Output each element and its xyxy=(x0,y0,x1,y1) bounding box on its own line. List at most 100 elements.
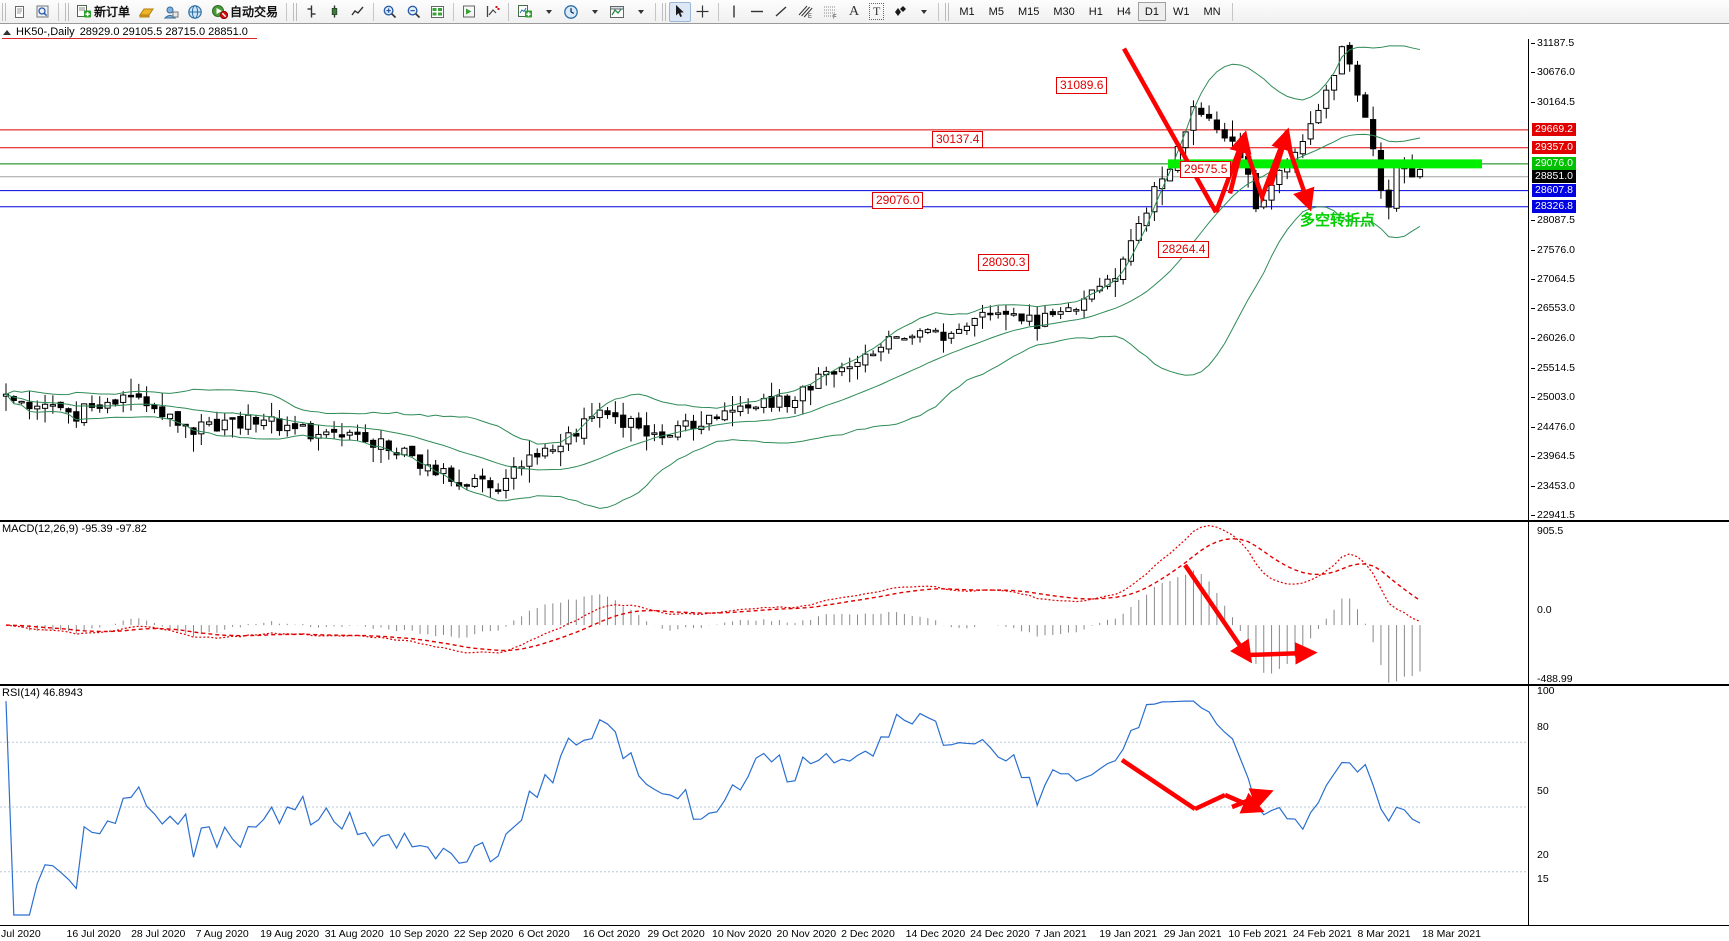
fibonacci-tool-icon[interactable]: F xyxy=(818,2,843,22)
globe-icon[interactable] xyxy=(183,2,207,22)
cursor-tool-icon[interactable] xyxy=(669,1,692,22)
toolbar-grip-3[interactable] xyxy=(293,2,298,21)
rsi-pane[interactable] xyxy=(0,687,1529,925)
timeframe-m30[interactable]: M30 xyxy=(1053,6,1075,18)
indicator-dropdown-arrow[interactable] xyxy=(537,2,559,22)
date-tick-22: 18 Mar 2021 xyxy=(1422,928,1481,940)
toolbar-divider-5 xyxy=(508,2,510,21)
macd-pane[interactable] xyxy=(0,523,1529,683)
timeframe-w1[interactable]: W1 xyxy=(1172,6,1190,18)
price-badge-29076-0[interactable]: 29076.0 xyxy=(1532,157,1576,171)
date-tick-7: 22 Sep 2020 xyxy=(453,928,514,940)
date-tick-8: 6 Oct 2020 xyxy=(518,928,570,940)
price-pane[interactable] xyxy=(0,39,1529,519)
date-tick-0: Jul 2020 xyxy=(1,928,41,940)
pane-divider-rsi xyxy=(0,684,1729,686)
price-badge-29669-2[interactable]: 29669.2 xyxy=(1532,123,1576,137)
tick-dash xyxy=(1531,72,1535,74)
timeframe-h4[interactable]: H4 xyxy=(1116,6,1131,18)
price-badge-28607-8[interactable]: 28607.8 xyxy=(1532,184,1576,198)
zoom-out-icon[interactable] xyxy=(402,2,426,22)
document-icon[interactable] xyxy=(9,2,31,22)
toolbar-divider-3 xyxy=(373,2,375,21)
price-badge-28851-0[interactable]: 28851.0 xyxy=(1532,170,1576,184)
price-tick-30676-0: 30676.0 xyxy=(1531,66,1575,78)
toolbar-divider-6 xyxy=(655,2,657,21)
autotrading-button[interactable]: 自动交易 xyxy=(207,2,282,22)
text-tool-icon[interactable]: A xyxy=(843,2,865,22)
timeframe-mn[interactable]: MN xyxy=(1203,6,1221,18)
profile-icon[interactable] xyxy=(159,2,183,22)
shift-chart-icon[interactable] xyxy=(458,2,481,22)
period-clock-icon[interactable] xyxy=(559,2,583,22)
date-tick-13: 2 Dec 2020 xyxy=(841,928,895,940)
date-tick-17: 19 Jan 2021 xyxy=(1099,928,1158,940)
vertical-line-tool-icon[interactable] xyxy=(723,2,745,22)
search-symbol-icon[interactable] xyxy=(31,2,54,22)
timeframe-d1[interactable]: D1 xyxy=(1137,2,1166,21)
candlestick-chart-icon[interactable] xyxy=(323,2,346,22)
toolbar-grip[interactable] xyxy=(2,2,6,21)
toolbar-grip-4[interactable] xyxy=(662,2,667,21)
gold-bar-icon[interactable] xyxy=(134,2,159,22)
rsi-tick-1: 80 xyxy=(1537,721,1549,733)
price-badge-29357-0[interactable]: 29357.0 xyxy=(1532,141,1576,155)
shapes-tool-icon[interactable] xyxy=(888,2,912,22)
templates-icon[interactable] xyxy=(605,2,629,22)
tick-dash xyxy=(1531,308,1535,310)
macd-tick-1: 0.0 xyxy=(1537,604,1552,616)
price-tick-28087-5: 28087.5 xyxy=(1531,214,1575,226)
horizontal-line-tool-icon[interactable] xyxy=(745,2,769,22)
add-indicator-icon[interactable] xyxy=(513,2,537,22)
date-tick-4: 19 Aug 2020 xyxy=(260,928,320,940)
price-tick-31187-5: 31187.5 xyxy=(1531,37,1574,49)
date-tick-20: 24 Feb 2021 xyxy=(1292,928,1352,940)
rsi-tick-0: 100 xyxy=(1537,685,1555,697)
toolbar-grip-2[interactable] xyxy=(65,2,69,21)
date-axis[interactable]: Jul 2020 16 Jul 2020 28 Jul 2020 7 Aug 2020… xyxy=(0,925,1729,941)
toolbar-grip-5[interactable] xyxy=(945,2,950,21)
svg-text:E: E xyxy=(808,14,812,19)
period-dropdown-arrow[interactable] xyxy=(583,2,605,22)
trendline-tool-icon[interactable] xyxy=(769,2,793,22)
collapse-triangle-icon[interactable] xyxy=(3,29,11,35)
price-tick-25514-5: 25514.5 xyxy=(1531,362,1575,374)
data-window-icon[interactable] xyxy=(426,2,449,22)
timeframe-h1[interactable]: H1 xyxy=(1088,6,1103,18)
tick-dash xyxy=(1531,427,1535,429)
label-tool-label: T xyxy=(869,3,885,20)
svg-text:F: F xyxy=(833,15,837,20)
auto-scroll-icon[interactable] xyxy=(481,2,504,22)
bar-chart-icon[interactable] xyxy=(300,2,323,22)
timeframe-m5[interactable]: M5 xyxy=(988,6,1004,18)
text-tool-label: A xyxy=(848,3,860,19)
rsi-tick-2: 50 xyxy=(1537,785,1549,797)
price-tick-30164-5: 30164.5 xyxy=(1531,96,1575,108)
crosshair-tool-icon[interactable] xyxy=(691,2,714,22)
toolbar-divider xyxy=(58,2,59,21)
templates-dropdown-arrow[interactable] xyxy=(629,2,651,22)
price-badge-28326-8[interactable]: 28326.8 xyxy=(1532,200,1576,214)
chart-area[interactable]: MACD(12,26,9) -95.39 -97.82 RSI(14) 46.8… xyxy=(0,37,1729,941)
price-chart-canvas xyxy=(0,42,1529,509)
label-tool-icon[interactable]: T xyxy=(865,2,888,22)
main-toolbar: 新订单 自动交易 xyxy=(0,0,1729,24)
rsi-chart-canvas xyxy=(0,700,1529,916)
line-chart-icon[interactable] xyxy=(346,2,369,22)
date-tick-21: 8 Mar 2021 xyxy=(1357,928,1411,940)
price-tick-26026-0: 26026.0 xyxy=(1531,332,1575,344)
timeframe-m15[interactable]: M15 xyxy=(1017,6,1040,18)
equidistant-channel-tool-icon[interactable]: E xyxy=(793,2,818,22)
date-tick-11: 10 Nov 2020 xyxy=(712,928,772,940)
symbol-ohlc: 28929.0 29105.5 28715.0 28851.0 xyxy=(79,26,248,38)
price-tick-23964-5: 23964.5 xyxy=(1531,450,1575,462)
tick-dash xyxy=(1531,397,1535,398)
price-tick-22941-5: 22941.5 xyxy=(1531,509,1575,521)
timeframe-m1[interactable]: M1 xyxy=(959,6,975,18)
price-axis[interactable]: 31187.5 30676.0 30164.5 29669.2 29357.0 29076… xyxy=(1528,37,1729,941)
shapes-dropdown-arrow[interactable] xyxy=(912,2,934,22)
date-tick-2: 28 Jul 2020 xyxy=(131,928,186,940)
zoom-in-icon[interactable] xyxy=(378,2,402,22)
price-tick-26553-0: 26553.0 xyxy=(1531,302,1575,314)
new-order-button[interactable]: 新订单 xyxy=(72,2,134,22)
